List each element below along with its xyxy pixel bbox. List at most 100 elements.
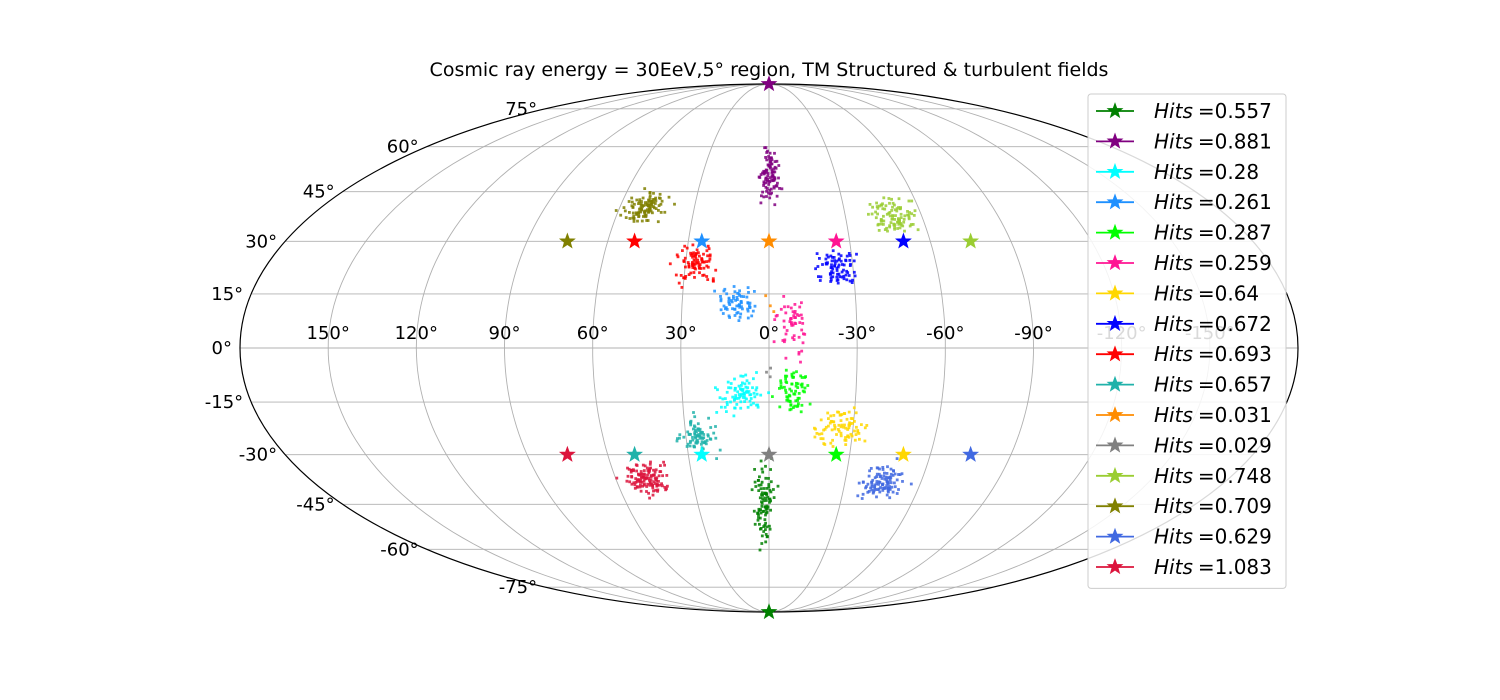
scatter-point bbox=[634, 477, 638, 480]
scatter-point bbox=[698, 427, 702, 431]
scatter-point bbox=[649, 209, 653, 213]
scatter-point bbox=[707, 416, 710, 420]
legend-item: Hits =0.709 bbox=[1096, 494, 1272, 518]
scatter-point bbox=[887, 490, 890, 494]
meridian-line bbox=[504, 83, 770, 613]
scatter-point bbox=[732, 297, 735, 300]
scatter-point bbox=[685, 445, 689, 448]
scatter-point bbox=[761, 470, 765, 474]
scatter-point bbox=[677, 281, 681, 285]
scatter-point bbox=[745, 397, 748, 401]
scatter-point bbox=[849, 262, 852, 266]
scatter-point bbox=[799, 383, 803, 387]
scatter-point bbox=[865, 424, 869, 427]
meridian-line bbox=[327, 83, 770, 613]
scatter-point bbox=[826, 255, 830, 259]
scatter-point bbox=[800, 301, 803, 305]
scatter-point bbox=[899, 212, 903, 216]
scatter-point bbox=[733, 314, 737, 317]
scatter-point bbox=[763, 518, 767, 521]
scatter-point bbox=[748, 399, 752, 403]
scatter-point bbox=[765, 151, 769, 154]
scatter-point bbox=[886, 465, 889, 469]
scatter-point bbox=[699, 432, 703, 435]
scatter-point bbox=[725, 292, 729, 296]
scatter-point bbox=[875, 495, 878, 499]
scatter-point bbox=[784, 391, 788, 395]
scatter-point bbox=[817, 432, 821, 436]
scatter-point bbox=[762, 487, 766, 490]
scatter-point bbox=[785, 398, 789, 402]
scatter-point bbox=[629, 470, 633, 474]
scatter-point bbox=[759, 483, 763, 487]
scatter-point bbox=[831, 445, 835, 448]
scatter-point bbox=[867, 474, 871, 478]
scatter-point bbox=[728, 316, 731, 319]
scatter-point bbox=[630, 482, 634, 486]
scatter-point bbox=[788, 399, 792, 403]
legend-value: =0.28 bbox=[1198, 160, 1259, 184]
legend-item: Hits =0.881 bbox=[1096, 129, 1272, 153]
scatter-point bbox=[688, 432, 691, 436]
scatter-point bbox=[764, 294, 768, 298]
scatter-point bbox=[833, 423, 836, 427]
scatter-point bbox=[871, 205, 874, 209]
scatter-point bbox=[683, 276, 686, 280]
scatter-point bbox=[715, 411, 719, 414]
legend-label: Hits =0.031 bbox=[1154, 403, 1272, 427]
scatter-point bbox=[790, 321, 793, 324]
scatter-point bbox=[642, 479, 646, 483]
scatter-point bbox=[706, 254, 709, 258]
scatter-point bbox=[888, 201, 891, 205]
scatter-point bbox=[837, 272, 841, 276]
scatter-point bbox=[843, 412, 847, 415]
lon-tick-label: 30° bbox=[665, 323, 697, 344]
legend-prefix: Hits bbox=[1154, 251, 1193, 275]
scatter-point bbox=[729, 382, 733, 385]
scatter-point bbox=[763, 523, 767, 527]
source-star bbox=[760, 445, 778, 462]
scatter-point bbox=[652, 489, 655, 493]
scatter-point bbox=[799, 410, 803, 414]
legend-prefix: Hits bbox=[1154, 312, 1193, 336]
scatter-point bbox=[692, 258, 696, 262]
scatter-point bbox=[638, 200, 641, 204]
legend-star bbox=[1106, 102, 1124, 119]
scatter-point bbox=[853, 420, 856, 423]
scatter-point bbox=[882, 219, 886, 223]
scatter-point bbox=[800, 349, 804, 353]
scatter-point bbox=[757, 507, 761, 511]
scatter-point bbox=[614, 209, 618, 212]
scatter-point bbox=[686, 261, 690, 264]
scatter-point bbox=[844, 273, 848, 277]
legend-label: Hits =0.259 bbox=[1154, 251, 1272, 275]
scatter-point bbox=[835, 433, 838, 436]
legend-prefix: Hits bbox=[1154, 342, 1193, 366]
scatter-point bbox=[643, 209, 646, 213]
scatter-point bbox=[657, 204, 661, 207]
scatter-point bbox=[764, 476, 768, 480]
scatter-point bbox=[764, 185, 768, 189]
legend-star bbox=[1106, 162, 1124, 179]
scatter-point bbox=[663, 485, 667, 489]
scatter-point bbox=[846, 434, 850, 438]
legend-star bbox=[1106, 223, 1124, 240]
scatter-point bbox=[693, 255, 697, 258]
scatter-point bbox=[675, 253, 679, 257]
scatter-point bbox=[705, 275, 709, 278]
scatter-point bbox=[893, 203, 896, 207]
scatter-point bbox=[757, 516, 760, 519]
meridian-line bbox=[768, 83, 1034, 613]
legend-label: Hits =0.629 bbox=[1154, 525, 1272, 549]
scatter-point bbox=[769, 490, 773, 494]
scatter-point bbox=[752, 509, 756, 513]
scatter-point bbox=[686, 430, 690, 434]
scatter-point bbox=[784, 388, 787, 392]
scatter-point bbox=[880, 222, 883, 226]
scatter-point bbox=[790, 382, 794, 386]
scatter-point bbox=[837, 252, 841, 256]
meridian-line bbox=[768, 83, 858, 613]
scatter-point bbox=[837, 410, 841, 414]
scatter-point bbox=[697, 251, 700, 255]
scatter-point bbox=[781, 339, 785, 342]
